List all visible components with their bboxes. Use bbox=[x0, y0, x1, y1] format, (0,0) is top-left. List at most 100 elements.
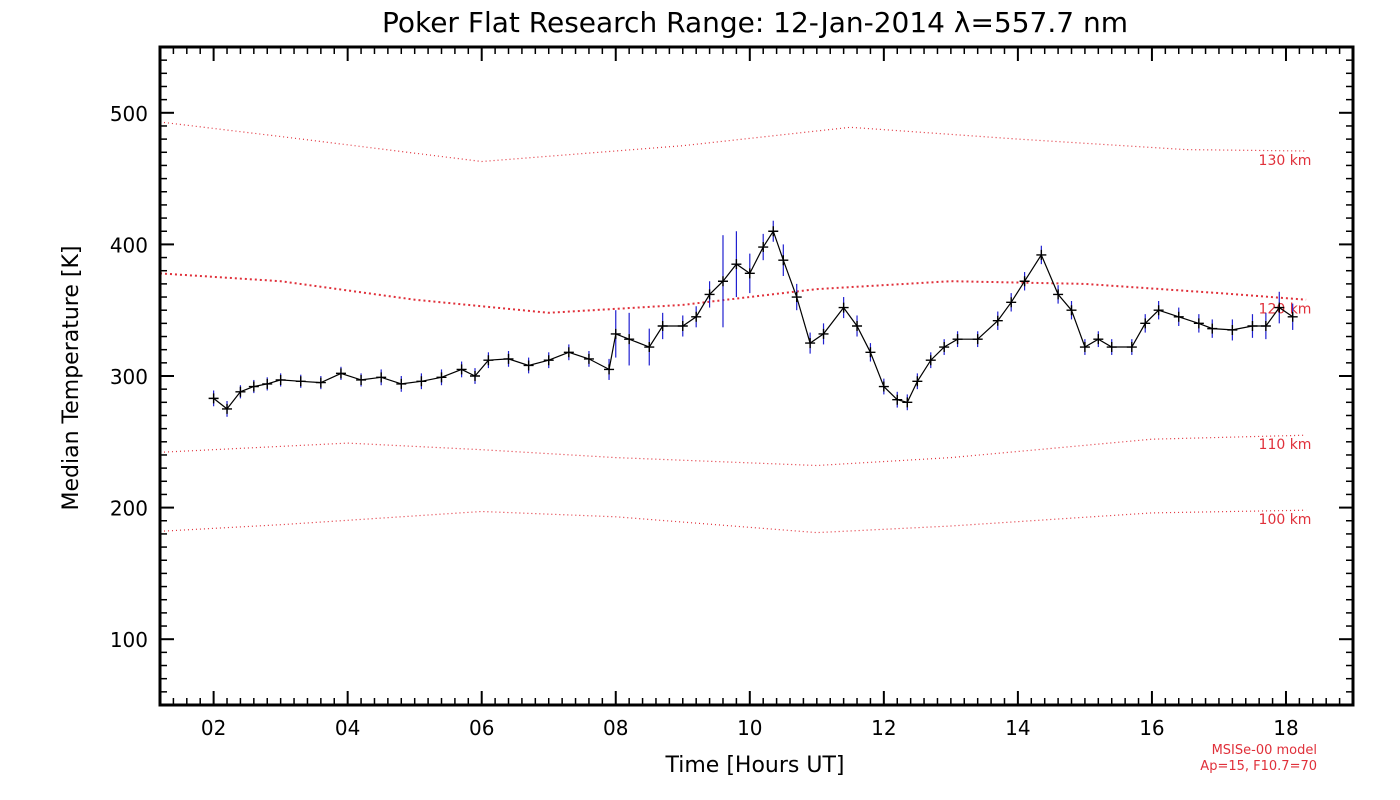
data-point-13 bbox=[416, 376, 427, 387]
data-point-4 bbox=[248, 381, 259, 392]
data-point-61 bbox=[1140, 318, 1151, 329]
data-point-44 bbox=[892, 394, 903, 405]
data-point-42 bbox=[865, 347, 876, 358]
data-point-59 bbox=[1106, 342, 1117, 353]
y-tick-label-500: 500 bbox=[110, 102, 148, 126]
data-point-38 bbox=[805, 338, 816, 349]
data-point-7 bbox=[295, 376, 306, 387]
data-point-15 bbox=[456, 364, 467, 375]
data-point-27 bbox=[657, 320, 668, 331]
data-point-66 bbox=[1227, 324, 1238, 335]
data-point-3 bbox=[235, 386, 246, 397]
x-tick-label-6: 06 bbox=[469, 716, 494, 740]
data-point-2 bbox=[222, 403, 233, 414]
data-point-33 bbox=[744, 268, 755, 279]
data-point-37 bbox=[791, 292, 802, 303]
chart-title: Poker Flat Research Range: 12-Jan-2014 λ… bbox=[382, 6, 1128, 39]
data-point-5 bbox=[262, 378, 273, 389]
data-point-20 bbox=[543, 355, 554, 366]
model-curve-3 bbox=[159, 434, 1307, 467]
data-point-47 bbox=[925, 355, 936, 366]
model-curve-2 bbox=[159, 272, 1307, 314]
data-point-30 bbox=[704, 289, 715, 300]
data-point-34 bbox=[758, 242, 769, 253]
model-curve-label-2: 120 km bbox=[1259, 302, 1312, 318]
data-point-40 bbox=[838, 302, 849, 313]
data-point-19 bbox=[523, 360, 534, 371]
data-point-10 bbox=[356, 374, 367, 385]
data-point-69 bbox=[1274, 302, 1285, 313]
plot-area: 130 km 120 km 110 km 100 km 02 04 06 08 10 12 14 16… bbox=[110, 45, 1355, 740]
x-tick-label-4: 04 bbox=[335, 716, 360, 740]
data-point-16 bbox=[470, 371, 481, 381]
data-point-67 bbox=[1247, 320, 1258, 331]
model-parameters-note: Ap=15, F10.7=70 bbox=[1200, 759, 1317, 774]
x-tick-label-12: 12 bbox=[871, 716, 896, 740]
x-tick-label-16: 16 bbox=[1139, 716, 1164, 740]
data-point-68 bbox=[1260, 320, 1271, 331]
data-point-35 bbox=[768, 226, 779, 237]
x-tick-label-18: 18 bbox=[1273, 716, 1298, 740]
data-point-58 bbox=[1093, 334, 1104, 345]
data-point-54 bbox=[1036, 249, 1047, 260]
data-point-56 bbox=[1066, 305, 1077, 316]
model-curve-1 bbox=[159, 121, 1307, 163]
data-point-22 bbox=[583, 353, 594, 364]
x-tick-label-2: 02 bbox=[201, 716, 226, 740]
data-point-64 bbox=[1193, 318, 1204, 329]
y-axis-label: Median Temperature [K] bbox=[59, 246, 84, 511]
data-point-39 bbox=[818, 328, 829, 339]
y-tick-label-100: 100 bbox=[110, 628, 148, 652]
data-point-26 bbox=[644, 342, 655, 353]
data-point-17 bbox=[483, 355, 494, 366]
model-curve-4 bbox=[159, 509, 1307, 534]
x-tick-label-10: 10 bbox=[737, 716, 762, 740]
x-tick-label-14: 14 bbox=[1005, 716, 1030, 740]
data-point-65 bbox=[1207, 323, 1218, 334]
data-point-24 bbox=[610, 328, 621, 339]
data-point-48 bbox=[939, 342, 950, 353]
data-point-70 bbox=[1287, 311, 1298, 322]
data-point-62 bbox=[1153, 305, 1164, 316]
temperature-line bbox=[213, 229, 1294, 410]
data-point-43 bbox=[878, 381, 889, 392]
y-tick-label-200: 200 bbox=[110, 497, 148, 521]
data-point-49 bbox=[952, 334, 963, 345]
data-point-46 bbox=[912, 376, 923, 387]
data-point-52 bbox=[1006, 297, 1017, 308]
data-point-31 bbox=[717, 276, 728, 287]
y-tick-label-400: 400 bbox=[110, 233, 148, 257]
data-point-18 bbox=[503, 353, 514, 364]
data-point-6 bbox=[275, 374, 286, 385]
data-point-45 bbox=[902, 397, 913, 408]
model-note: MSISe-00 model bbox=[1212, 743, 1317, 758]
data-point-12 bbox=[396, 378, 407, 389]
data-point-41 bbox=[852, 320, 863, 331]
data-point-21 bbox=[563, 347, 574, 358]
data-point-32 bbox=[731, 259, 742, 270]
model-curve-label-3: 110 km bbox=[1259, 437, 1312, 453]
data-point-55 bbox=[1053, 289, 1064, 300]
plot-frame bbox=[158, 45, 1355, 707]
data-point-63 bbox=[1173, 311, 1184, 322]
data-point-50 bbox=[972, 334, 983, 345]
data-point-8 bbox=[315, 377, 326, 388]
data-point-25 bbox=[624, 334, 635, 345]
data-point-23 bbox=[604, 364, 615, 375]
data-point-36 bbox=[778, 255, 789, 266]
data-point-14 bbox=[436, 372, 447, 383]
model-curve-label-4: 100 km bbox=[1259, 512, 1312, 528]
data-point-51 bbox=[992, 315, 1003, 326]
model-curve-label-1: 130 km bbox=[1259, 153, 1312, 169]
y-tick-label-300: 300 bbox=[110, 365, 148, 389]
data-point-9 bbox=[335, 368, 346, 379]
data-point-60 bbox=[1126, 342, 1137, 353]
data-point-11 bbox=[376, 372, 387, 383]
x-tick-label-8: 08 bbox=[603, 716, 628, 740]
data-point-57 bbox=[1079, 342, 1090, 353]
data-point-53 bbox=[1019, 276, 1030, 287]
data-point-1 bbox=[208, 393, 219, 404]
x-axis-label: Time [Hours UT] bbox=[665, 753, 845, 778]
data-point-29 bbox=[691, 311, 702, 322]
